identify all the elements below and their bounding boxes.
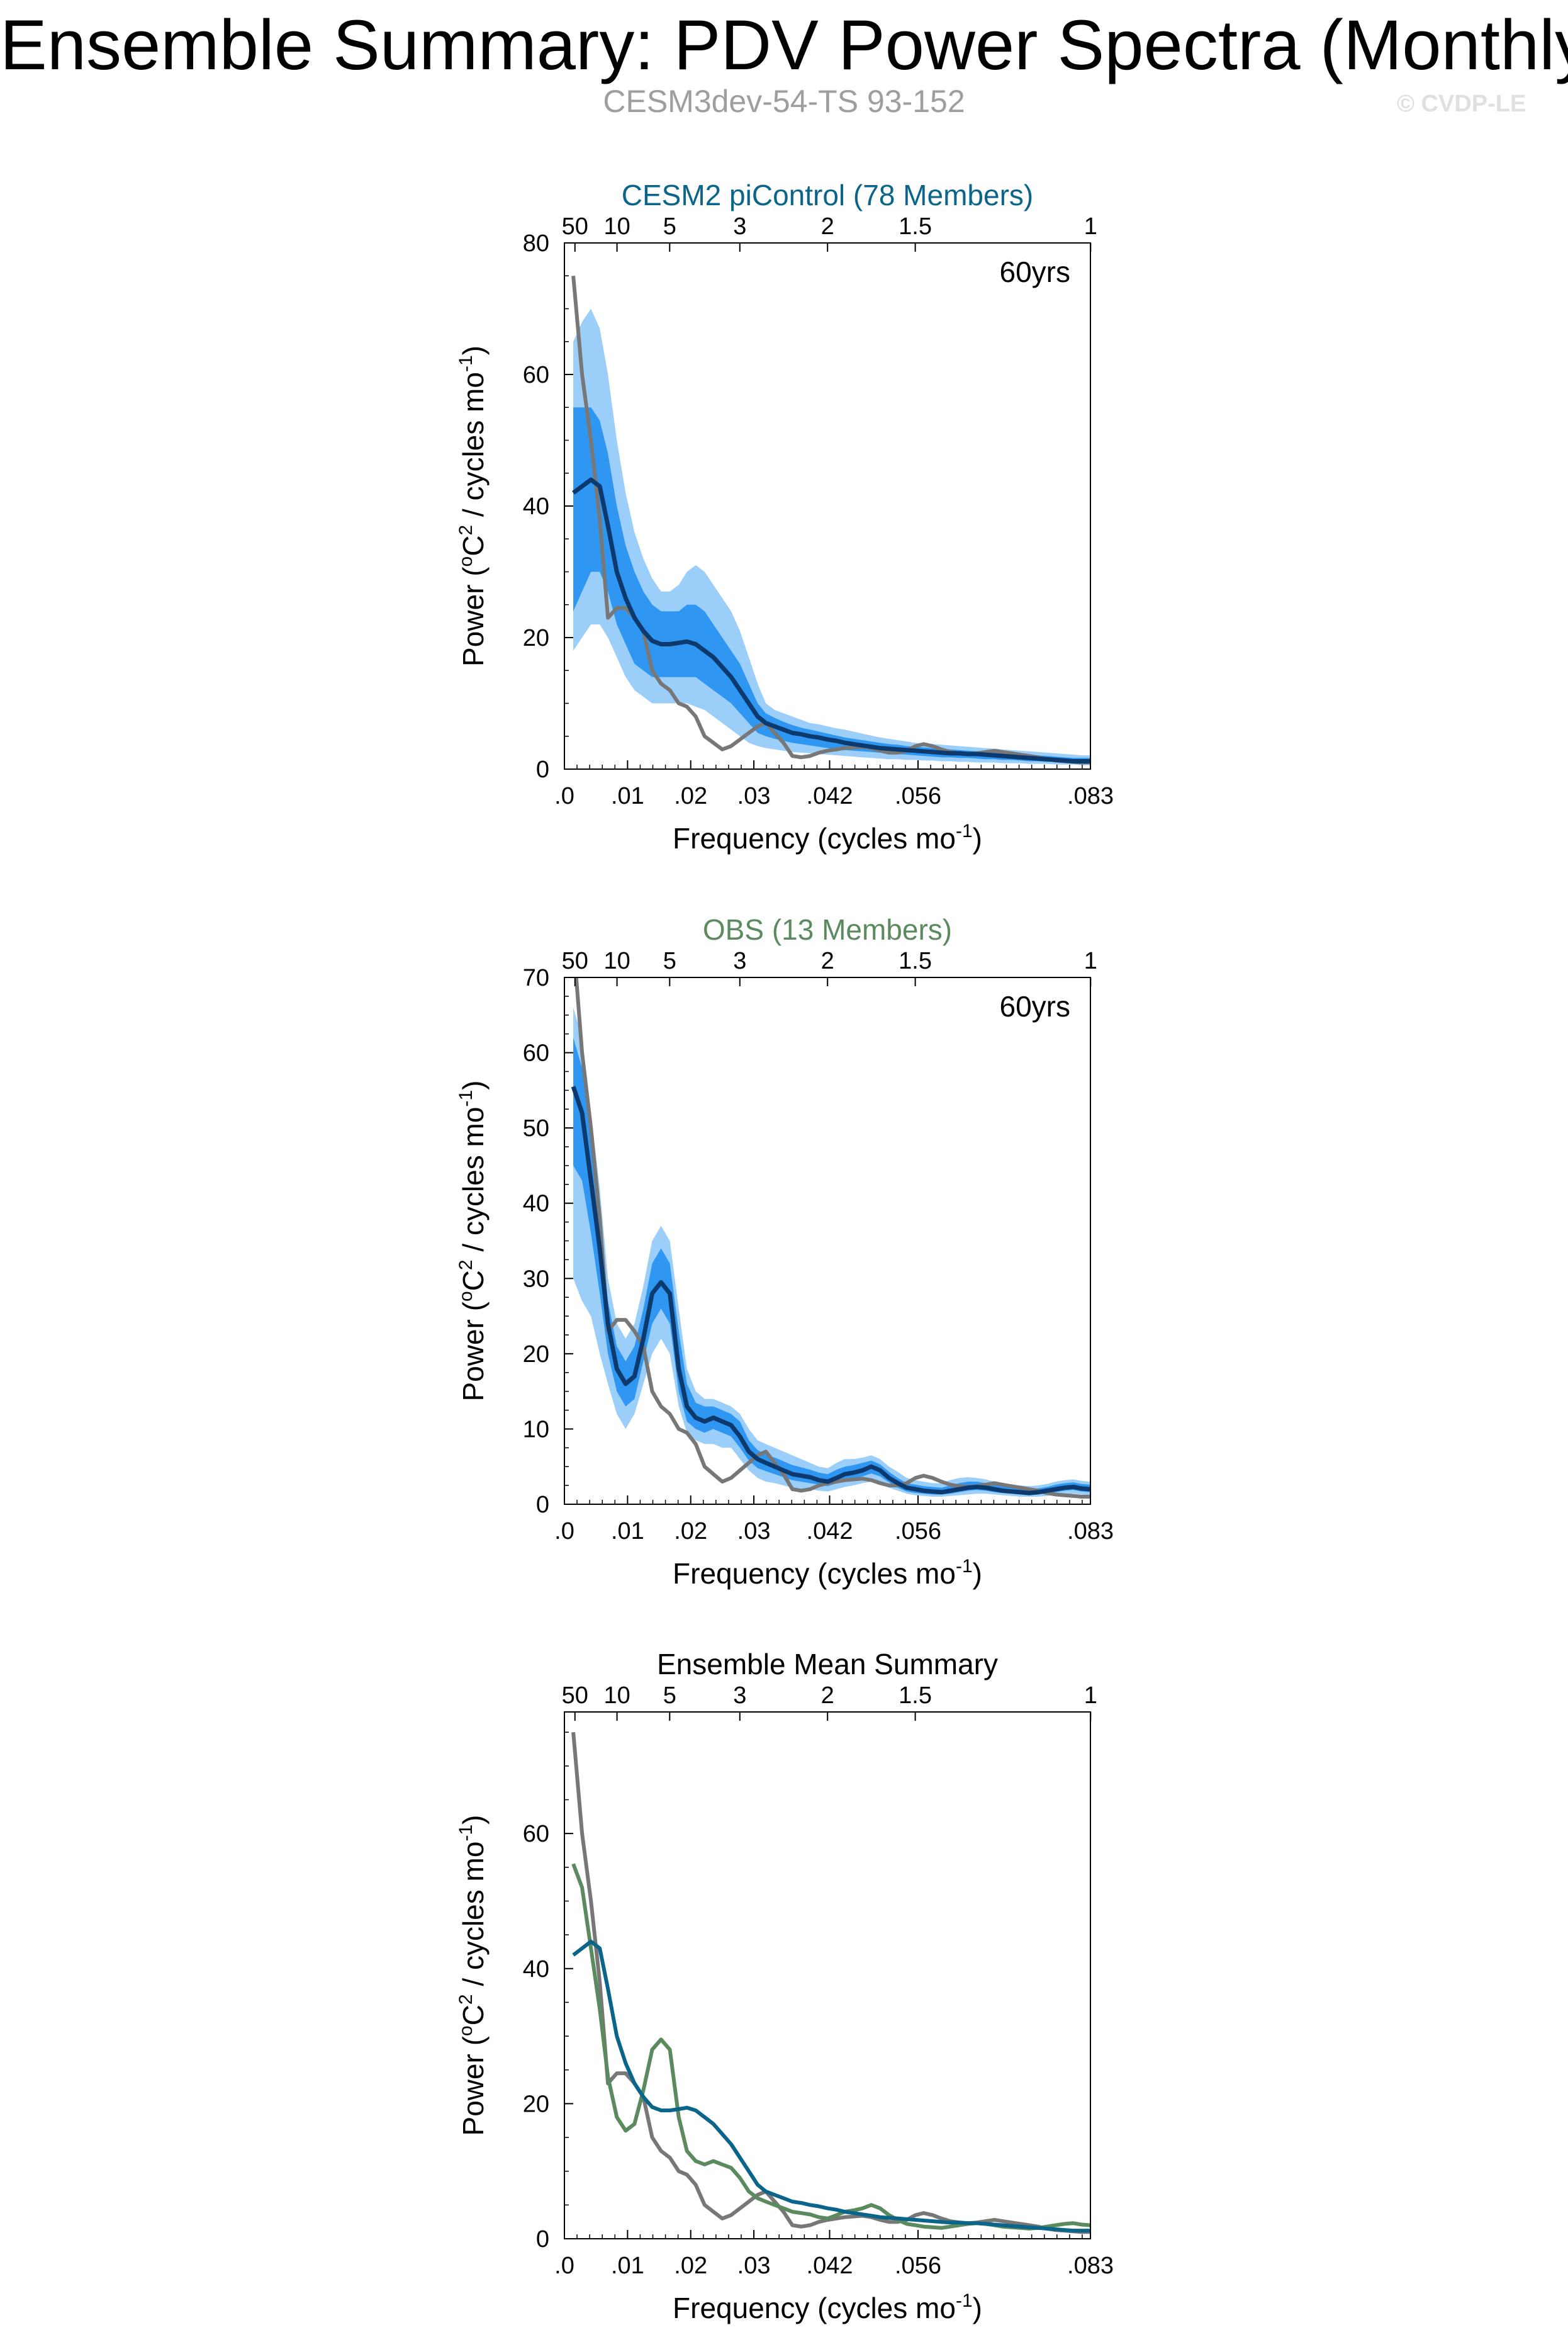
- x-axis-label: Frequency (cycles mo-1): [673, 1556, 982, 1590]
- x-tick-label: .02: [674, 783, 707, 809]
- x-tick-label: .02: [674, 1518, 707, 1545]
- y-tick-label: 0: [536, 2226, 549, 2253]
- x-tick-label: .03: [737, 2253, 771, 2279]
- x-tick-label: .0: [554, 2253, 574, 2279]
- x-tick-label: .01: [611, 1518, 644, 1545]
- period-tick-label: 3: [733, 948, 746, 974]
- x-tick-label: .01: [611, 2253, 644, 2279]
- plot-area: [571, 276, 1090, 765]
- period-tick-label: 1.5: [899, 1682, 932, 1709]
- x-tick-label: .056: [895, 1518, 941, 1545]
- period-tick-label: 1.5: [899, 948, 932, 974]
- y-axis-label: Power (oC2 / cycles mo-1): [456, 1815, 490, 2136]
- period-tick-label: 3: [733, 213, 746, 240]
- y-tick-label: 40: [523, 1956, 549, 1983]
- period-tick-label: 5: [663, 1682, 676, 1709]
- period-tick-label: 2: [821, 213, 834, 240]
- x-tick-label: .02: [674, 2253, 707, 2279]
- period-tick-label: 5: [663, 213, 676, 240]
- x-tick-label: .0: [554, 783, 574, 809]
- page-title: Ensemble Summary: PDV Power Spectra (Mon…: [0, 6, 1568, 84]
- x-tick-label: .083: [1067, 783, 1114, 809]
- x-axis-label: Frequency (cycles mo-1): [673, 821, 982, 855]
- y-tick-label: 0: [536, 757, 549, 783]
- reference-line: [571, 1731, 1090, 2234]
- y-tick-label: 80: [523, 230, 549, 257]
- period-annotation: 60yrs: [1000, 256, 1070, 288]
- plot-area: [571, 1731, 1090, 2234]
- ensemble-mean-line: [571, 1086, 1090, 1495]
- period-tick-label: 10: [603, 213, 630, 240]
- obs-mean-line: [571, 1863, 1090, 2231]
- period-tick-label: 2: [821, 1682, 834, 1709]
- x-tick-label: .056: [895, 2253, 941, 2279]
- y-tick-label: 30: [523, 1266, 549, 1292]
- x-tick-label: .03: [737, 783, 771, 809]
- period-tick-label: 2: [821, 948, 834, 974]
- y-tick-label: 50: [523, 1115, 549, 1142]
- x-tick-label: .083: [1067, 1518, 1114, 1545]
- y-tick-label: 20: [523, 2091, 549, 2117]
- panel-title: Ensemble Mean Summary: [657, 1648, 998, 1680]
- period-annotation: 60yrs: [1000, 990, 1070, 1023]
- x-tick-label: .042: [807, 783, 853, 809]
- y-axis-label: Power (oC2 / cycles mo-1): [456, 346, 490, 667]
- x-tick-label: .083: [1067, 2253, 1114, 2279]
- y-tick-label: 20: [523, 625, 549, 651]
- plot-area: [571, 977, 1090, 1499]
- period-tick-label: 50: [562, 1682, 588, 1709]
- x-tick-label: .0: [554, 1518, 574, 1545]
- plot-frame: [564, 1711, 1091, 2239]
- plot-frame: [564, 977, 1091, 1505]
- period-tick-label: 5: [663, 948, 676, 974]
- period-tick-label: 1: [1084, 948, 1097, 974]
- period-tick-label: 50: [562, 948, 588, 974]
- period-tick-label: 1: [1084, 213, 1097, 240]
- x-tick-label: .056: [895, 783, 941, 809]
- x-tick-label: .01: [611, 783, 644, 809]
- y-tick-label: 60: [523, 362, 549, 388]
- inner-spread-band: [573, 407, 1090, 763]
- model-mean-line: [572, 1939, 1090, 2233]
- page-subtitle: CESM3dev-54-TS 93-152: [603, 84, 965, 119]
- outer-spread-band: [573, 308, 1090, 765]
- period-tick-label: 10: [603, 1682, 630, 1709]
- x-tick-label: .03: [737, 1518, 771, 1545]
- y-tick-label: 60: [523, 1040, 549, 1067]
- x-tick-label: .042: [807, 2253, 853, 2279]
- reference-line: [571, 276, 1090, 765]
- period-tick-label: 50: [562, 213, 588, 240]
- reference-line: [574, 977, 1090, 1499]
- y-tick-label: 10: [523, 1416, 549, 1443]
- period-tick-label: 1.5: [899, 213, 932, 240]
- ensemble-mean-line: [572, 477, 1090, 763]
- y-tick-label: 0: [536, 1492, 549, 1518]
- panel-title: OBS (13 Members): [703, 913, 952, 946]
- y-axis-label: Power (oC2 / cycles mo-1): [456, 1081, 490, 1402]
- period-tick-label: 10: [603, 948, 630, 974]
- y-tick-label: 20: [523, 1341, 549, 1368]
- outer-spread-band: [573, 1007, 1090, 1497]
- period-tick-label: 1: [1084, 1682, 1097, 1709]
- y-tick-label: 70: [523, 965, 549, 991]
- x-axis-label: Frequency (cycles mo-1): [673, 2290, 982, 2324]
- panel-title: CESM2 piControl (78 Members): [622, 179, 1033, 211]
- period-tick-label: 3: [733, 1682, 746, 1709]
- y-tick-label: 60: [523, 1821, 549, 1847]
- copyright-watermark: © CVDP-LE: [1397, 91, 1526, 117]
- y-tick-label: 40: [523, 1191, 549, 1217]
- x-tick-label: .042: [807, 1518, 853, 1545]
- y-tick-label: 40: [523, 493, 549, 520]
